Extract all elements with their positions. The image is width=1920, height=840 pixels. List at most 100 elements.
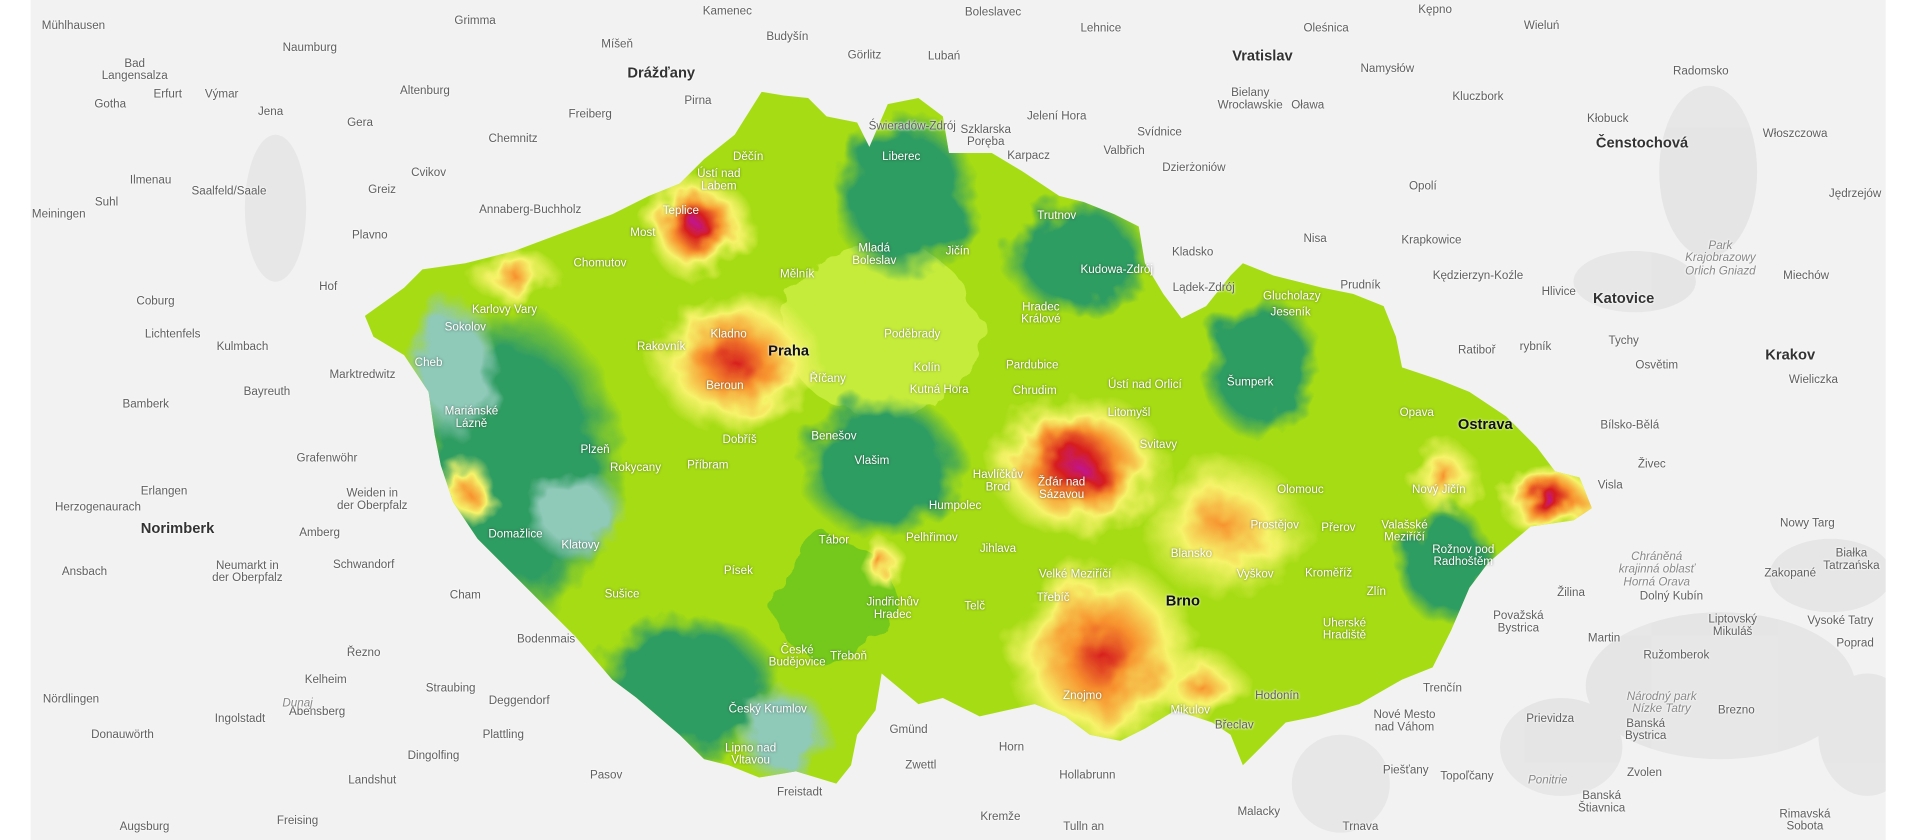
place-label: Nový Jičín [1411, 483, 1466, 497]
place-label: Herzogenaurach [54, 500, 141, 515]
place-label: Kudowa-Zdrój [1080, 262, 1153, 277]
place-label: Kłobuck [1587, 112, 1629, 126]
place-label: Ostrava [1457, 415, 1513, 433]
place-label: Park Krajobrazowy Orlich Gniazd [1685, 239, 1756, 279]
place-label: Plzeň [580, 442, 610, 457]
place-label: Gmünd [889, 723, 928, 737]
place-label: Suhl [94, 195, 119, 210]
place-label: Cheb [414, 356, 443, 370]
place-label: Litomyšl [1107, 406, 1151, 420]
place-label: Prudník [1340, 278, 1381, 293]
place-label: Białka Tatrzańska [1823, 546, 1880, 574]
place-label: Opolí [1408, 179, 1437, 194]
place-label: Mikulov [1170, 703, 1210, 718]
place-label: rybník [1519, 340, 1552, 354]
place-label: Saalfeld/Saale [191, 184, 267, 199]
place-label: Třebíč [1036, 591, 1070, 605]
place-label: Kelheim [304, 673, 347, 687]
place-label: Kulmbach [216, 340, 269, 354]
place-label: Hradec Králové [1021, 300, 1061, 327]
place-label: Osvětim [1635, 358, 1679, 372]
place-label: Annaberg-Buchholz [479, 202, 582, 217]
place-label: Říčany [809, 371, 846, 386]
place-label: Grafenwöhr [296, 451, 358, 466]
place-label: Włoszczowa [1762, 127, 1828, 141]
place-label: České Budějovice [768, 643, 826, 670]
place-label: Dunaj [282, 696, 313, 710]
place-label: Kremže [980, 810, 1021, 824]
place-label: Řezno [346, 646, 381, 660]
place-label: Vyškov [1236, 567, 1274, 582]
place-label: Kladno [710, 327, 747, 342]
place-label: Vratislav [1232, 47, 1293, 65]
place-label: Brezno [1717, 703, 1755, 718]
place-label: Ústí nad Orlicí [1108, 378, 1182, 392]
place-label: Bad Langensalza [101, 57, 168, 84]
place-label: Klatovy [561, 538, 600, 552]
place-label: Kędzierzyn-Koźle [1432, 269, 1524, 283]
place-label: Weiden in der Oberpfalz [337, 486, 408, 514]
place-label: Hollabrunn [1059, 768, 1116, 783]
place-label: Marktredwitz [329, 368, 396, 382]
place-label: Krapkowice [1401, 233, 1462, 248]
place-label: Kamenec [702, 4, 752, 19]
place-label: Kutná Hora [909, 382, 969, 397]
place-label: Ilmenau [129, 173, 172, 188]
place-label: Ružomberok [1643, 648, 1710, 663]
place-label: Zlín [1366, 585, 1387, 599]
place-label: Visla [1597, 478, 1623, 492]
place-label: Freistadt [776, 785, 823, 800]
place-label: Namysłów [1360, 62, 1415, 76]
place-label: Český Krumlov [728, 702, 807, 717]
place-label: Kępno [1418, 3, 1452, 17]
place-label: Mariánské Lázně [444, 404, 499, 432]
place-label: Přerov [1321, 521, 1356, 535]
place-label: Tychy [1608, 334, 1639, 348]
place-label: Benešov [811, 429, 857, 443]
place-label: Rimavská Sobota [1779, 807, 1831, 834]
place-label: Świeradów-Zdrój [868, 119, 956, 134]
place-label: Svídnice [1137, 125, 1182, 140]
place-label: Norimberk [140, 519, 215, 537]
place-label: Tábor [818, 533, 850, 548]
place-label: Znojmo [1063, 689, 1102, 703]
place-label: Chráněná krajinná oblasť Horná Orava [1618, 550, 1695, 590]
place-label: Lipno nad Vltavou [725, 741, 777, 768]
place-label: Svitavy [1139, 438, 1178, 452]
place-label: Jeseník [1270, 305, 1311, 320]
place-label: Vysoké Tatry [1807, 614, 1874, 628]
place-label: Erlangen [140, 484, 188, 499]
place-label: Oleśnica [1303, 21, 1349, 36]
place-label: Dingolfing [407, 749, 460, 763]
place-label: Olomouc [1277, 483, 1324, 497]
place-label: Živec [1637, 457, 1666, 472]
place-label: Liptovský Mikuláš [1708, 612, 1757, 640]
place-label: Pardubice [1006, 358, 1059, 372]
place-label: Tulln an [1063, 820, 1105, 834]
place-label: Donauwörth [91, 728, 154, 742]
place-label: Velké Meziříčí [1038, 567, 1112, 582]
place-label: Jędrzejów [1828, 187, 1882, 201]
place-label: Humpolec [928, 499, 982, 513]
place-label: Považská Bystrica [1493, 609, 1544, 636]
place-label: Gera [347, 116, 373, 130]
place-label: Greiz [368, 183, 396, 197]
place-label: Boleslavec [964, 5, 1022, 20]
place-label: Naumburg [282, 41, 337, 55]
place-label: Chomutov [573, 256, 627, 271]
place-label: Katovice [1593, 289, 1655, 307]
place-label: Wieluń [1523, 19, 1560, 33]
place-label: Sušice [604, 587, 640, 601]
place-label: Kolín [913, 360, 941, 375]
place-label: Prievidza [1526, 712, 1575, 726]
place-label: Kroměříž [1304, 566, 1353, 581]
place-label: Bodenmais [517, 632, 576, 647]
place-label: Grimma [454, 14, 496, 28]
place-label: Dzierżoniów [1162, 161, 1226, 175]
place-label: Zvolen [1627, 766, 1662, 780]
place-label: Hof [319, 280, 338, 294]
place-label: Břeclav [1214, 718, 1254, 732]
place-label: Hlivice [1541, 285, 1576, 299]
place-label: Mělník [780, 267, 815, 282]
